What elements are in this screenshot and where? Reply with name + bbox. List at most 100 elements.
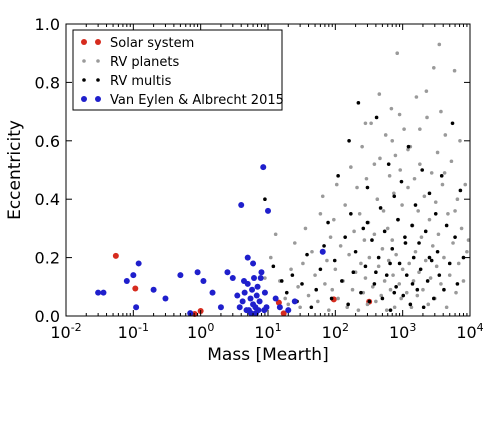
- data-point: [240, 277, 247, 284]
- data-point: [347, 252, 351, 257]
- data-point: [322, 244, 326, 248]
- data-point: [417, 270, 421, 275]
- data-point: [330, 287, 335, 292]
- data-point: [411, 279, 416, 283]
- data-point: [261, 307, 268, 314]
- data-point: [394, 252, 398, 257]
- data-point: [236, 304, 243, 311]
- data-point: [360, 144, 364, 149]
- data-point: [336, 296, 340, 301]
- series-1: [263, 42, 471, 312]
- data-point: [429, 171, 434, 175]
- data-point: [356, 101, 361, 105]
- data-point: [427, 255, 432, 260]
- y-tick-label: 0.6: [35, 132, 60, 151]
- data-point: [350, 287, 355, 292]
- data-point: [234, 292, 241, 299]
- axis-ticks: 10-2 10-1 100 101 102 103 104 0.0 0.2 0.4 0.6 0.8 1.…: [35, 15, 484, 342]
- data-point: [323, 282, 327, 286]
- data-point: [388, 308, 393, 312]
- data-point: [332, 258, 337, 263]
- data-point: [327, 308, 331, 312]
- data-point: [388, 287, 393, 292]
- data-point: [444, 305, 449, 310]
- data-point: [290, 273, 295, 277]
- data-point: [430, 244, 435, 248]
- legend-item: RV multis: [82, 74, 172, 89]
- data-point: [383, 133, 388, 137]
- data-point: [450, 121, 455, 126]
- data-point: [150, 286, 157, 293]
- data-point: [432, 66, 436, 70]
- data-point: [401, 293, 406, 298]
- data-point: [421, 305, 426, 310]
- data-point: [273, 232, 278, 237]
- data-point: [428, 276, 433, 280]
- data-point: [378, 156, 382, 161]
- data-point: [427, 191, 432, 196]
- data-point: [100, 289, 107, 296]
- data-point: [412, 176, 417, 181]
- data-point: [435, 249, 440, 254]
- data-point: [332, 217, 336, 222]
- data-point: [300, 282, 304, 286]
- data-point: [386, 258, 391, 263]
- data-point: [365, 185, 370, 190]
- data-point: [452, 68, 457, 73]
- data-point: [427, 217, 432, 222]
- data-point: [112, 252, 119, 259]
- data-point: [283, 296, 287, 301]
- data-point: [284, 290, 289, 295]
- data-point: [459, 226, 464, 231]
- data-point: [275, 299, 282, 306]
- data-point: [423, 258, 428, 263]
- data-point: [386, 162, 391, 166]
- data-point: [416, 209, 420, 213]
- data-point: [435, 150, 440, 155]
- data-point: [404, 273, 409, 277]
- x-tick-label: 10-2: [50, 321, 81, 342]
- data-point: [280, 310, 287, 317]
- data-point: [248, 310, 255, 317]
- legend-marker: [81, 39, 87, 45]
- data-point: [411, 255, 416, 260]
- data-point: [364, 176, 369, 181]
- data-point: [310, 249, 314, 254]
- y-tick-label: 0.4: [35, 190, 60, 209]
- data-point: [357, 212, 362, 216]
- data-point: [349, 165, 353, 169]
- data-point: [418, 267, 423, 272]
- data-point: [272, 295, 279, 302]
- data-point: [439, 282, 443, 286]
- data-point: [301, 261, 305, 266]
- data-point: [454, 290, 458, 295]
- data-point: [381, 209, 386, 213]
- data-point: [296, 285, 300, 289]
- data-point: [359, 290, 363, 295]
- data-point: [413, 203, 418, 207]
- data-point: [319, 248, 326, 255]
- data-point: [380, 247, 385, 251]
- data-point: [391, 273, 395, 277]
- data-point: [447, 273, 452, 277]
- legend-label: RV planets: [110, 55, 180, 70]
- data-point: [95, 289, 102, 296]
- data-point: [314, 287, 319, 292]
- data-point: [256, 298, 263, 305]
- data-point: [359, 261, 363, 266]
- data-point: [465, 249, 469, 254]
- data-point: [396, 217, 400, 222]
- legend-label: Solar system: [110, 36, 194, 51]
- data-point: [425, 115, 429, 120]
- data-point: [392, 290, 397, 295]
- data-point: [374, 115, 379, 120]
- data-point: [251, 275, 258, 282]
- data-point: [378, 206, 383, 210]
- data-point: [367, 299, 372, 304]
- data-point: [351, 270, 356, 275]
- data-point: [133, 304, 140, 311]
- data-point: [375, 197, 380, 201]
- data-point: [392, 191, 396, 196]
- legend-label: RV multis: [110, 74, 172, 89]
